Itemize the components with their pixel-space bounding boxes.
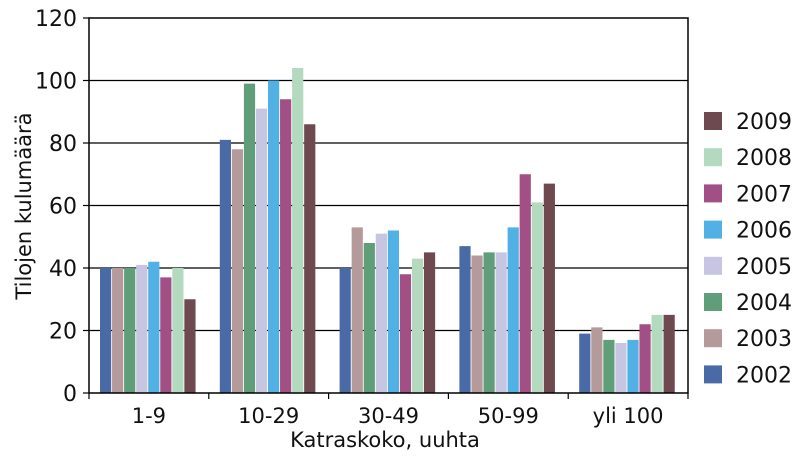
bar (112, 268, 124, 393)
bar (124, 268, 136, 393)
bar (280, 99, 292, 393)
bar (292, 68, 304, 393)
legend-label: 2005 (736, 255, 792, 280)
bar (663, 314, 675, 393)
legend: 2009 2008 2007 2006 2005 2004 2003 2002 (704, 110, 792, 388)
axes (83, 17, 689, 399)
legend-label: 2002 (736, 363, 792, 388)
tick-labels: 0 20 40 60 80 100 120 (35, 7, 77, 407)
bar (375, 233, 387, 393)
bar (243, 83, 256, 393)
bar (519, 174, 531, 393)
bar (304, 124, 316, 393)
legend-swatch (704, 329, 722, 348)
bar (148, 261, 160, 393)
category-label: 30-49 (358, 404, 419, 428)
bar (483, 252, 495, 393)
bars (100, 68, 675, 393)
category-labels: 1-9 10-29 30-49 50-99 yli 100 (132, 404, 664, 428)
y-tick-label: 20 (49, 320, 77, 345)
bar (268, 80, 280, 393)
y-tick-label: 60 (49, 195, 77, 220)
bar (543, 183, 555, 393)
legend-label: 2008 (736, 146, 792, 171)
bar (136, 264, 148, 393)
y-tick-label: 100 (35, 70, 77, 95)
category-label: 10-29 (238, 404, 299, 428)
bar (423, 252, 436, 393)
bar (160, 277, 172, 393)
y-tick-label: 0 (63, 382, 77, 407)
legend-swatch (704, 184, 722, 203)
y-tick-label: 40 (49, 257, 77, 282)
bar (495, 252, 507, 393)
legend-swatch (704, 365, 722, 384)
legend-swatch (704, 112, 722, 130)
bar (471, 255, 483, 393)
legend-label: 2009 (736, 110, 792, 135)
x-axis-title: Katraskoko, uuhta (290, 428, 480, 452)
bar (507, 227, 519, 393)
bar (411, 258, 424, 393)
grid-lines (89, 79, 688, 332)
bar (339, 268, 351, 393)
bar (219, 139, 231, 393)
legend-label: 2007 (736, 182, 792, 207)
category-label: 1-9 (132, 404, 166, 428)
y-axis-title: Tilojen kulumäärä (12, 112, 36, 300)
legend-swatch (704, 220, 722, 239)
bar (184, 299, 196, 393)
bar (387, 230, 399, 393)
bar (399, 274, 412, 393)
bar (639, 324, 651, 393)
bar (100, 268, 112, 393)
y-tick-label: 120 (35, 7, 77, 32)
legend-swatch (704, 148, 722, 167)
bar (615, 343, 627, 393)
bar (531, 202, 543, 393)
legend-label: 2003 (736, 327, 792, 352)
legend-label: 2006 (736, 219, 792, 244)
bar (363, 243, 375, 393)
category-label: yli 100 (593, 404, 664, 428)
legend-label: 2004 (736, 291, 792, 316)
y-tick-label: 80 (49, 132, 77, 157)
bar (603, 339, 615, 393)
bar (231, 149, 244, 393)
bar (579, 333, 591, 393)
legend-swatch (704, 256, 722, 275)
bar (459, 246, 471, 393)
bar (351, 227, 363, 393)
legend-swatch (704, 293, 722, 311)
category-label: 50-99 (478, 404, 539, 428)
bar (627, 339, 639, 393)
bar (172, 268, 184, 393)
bar (591, 327, 603, 393)
bar (255, 108, 268, 393)
bar (651, 314, 663, 393)
